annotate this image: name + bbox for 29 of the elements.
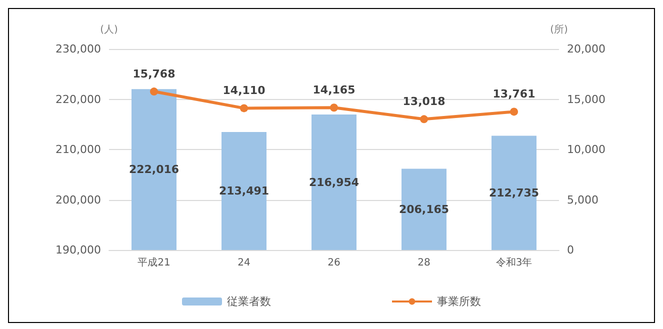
point — [240, 104, 248, 112]
y2-tick-label: 15,000 — [567, 92, 606, 106]
legend-label: 事業所数 — [437, 295, 481, 308]
data-label: 13,018 — [402, 95, 446, 108]
x-tick-label: 26 — [328, 258, 340, 268]
x-tick-label: 令和3年 — [496, 256, 532, 268]
y-axis-title: (人) — [100, 24, 118, 36]
x-tick-label: 28 — [418, 258, 430, 268]
x-tick-label: 平成21 — [138, 256, 170, 268]
legend-label: 従業者数 — [227, 295, 271, 308]
point — [330, 104, 338, 112]
y-tick-label: 190,000 — [56, 244, 101, 256]
y-tick-label: 220,000 — [56, 92, 101, 106]
y2-axis-title: (所) — [550, 24, 568, 36]
x-tick-label: 24 — [238, 258, 250, 268]
y-tick-label: 210,000 — [56, 143, 101, 156]
point — [150, 88, 158, 96]
y-tick-label: 200,000 — [56, 193, 101, 206]
point — [510, 108, 518, 116]
y2-tick-label: 0 — [567, 244, 574, 256]
y-tick-label: 230,000 — [56, 42, 101, 56]
y2-tick-label: 10,000 — [567, 143, 606, 156]
data-label: 15,768 — [132, 68, 176, 81]
data-label: 14,165 — [312, 84, 356, 97]
point — [420, 115, 428, 124]
data-label: 14,110 — [222, 84, 266, 98]
data-label: 13,761 — [492, 88, 536, 101]
y2-tick-label: 5,000 — [567, 193, 598, 206]
y2-tick-label: 20,000 — [567, 42, 606, 56]
